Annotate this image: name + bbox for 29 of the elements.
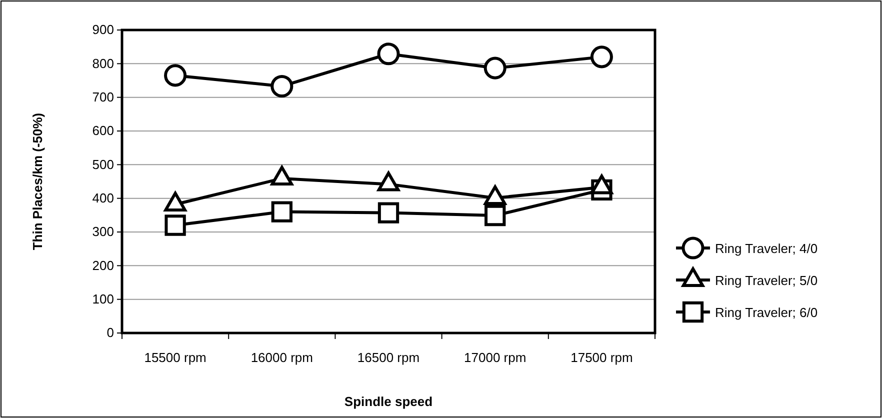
point <box>590 46 613 68</box>
point <box>270 74 294 98</box>
point <box>377 42 400 66</box>
y-tick-label: 300 <box>92 224 114 240</box>
y-tick-label: 0 <box>106 325 114 340</box>
y-tick-label: 900 <box>92 22 114 38</box>
y-tick-label: 800 <box>92 56 114 71</box>
y-axis-title: Thin Places/km (-50%) <box>30 112 45 250</box>
legend-label: Ring Traveler; 4/0 <box>715 241 818 256</box>
x-tick-label: 17000 rpm <box>464 350 526 366</box>
point <box>484 204 506 226</box>
y-tick-label: 700 <box>92 89 114 104</box>
point <box>164 214 186 236</box>
y-tick-label: 100 <box>92 291 114 306</box>
y-tick-label: 500 <box>92 156 114 172</box>
point <box>484 56 506 80</box>
x-tick-label: 16000 rpm <box>250 350 313 366</box>
x-tick-label: 16500 rpm <box>357 350 420 366</box>
x-tick-label: 15500 rpm <box>144 350 206 366</box>
point <box>378 202 400 224</box>
y-tick-label: 600 <box>92 123 114 138</box>
x-axis-title: Spindle speed <box>344 394 433 409</box>
legend-label: Ring Traveler; 6/0 <box>715 305 818 320</box>
x-tick-label: 17500 rpm <box>570 350 633 366</box>
legend-label: Ring Traveler; 5/0 <box>715 273 818 288</box>
y-tick-label: 200 <box>92 258 114 273</box>
point <box>271 201 292 222</box>
point <box>164 64 187 87</box>
y-tick-label: 400 <box>92 190 114 206</box>
